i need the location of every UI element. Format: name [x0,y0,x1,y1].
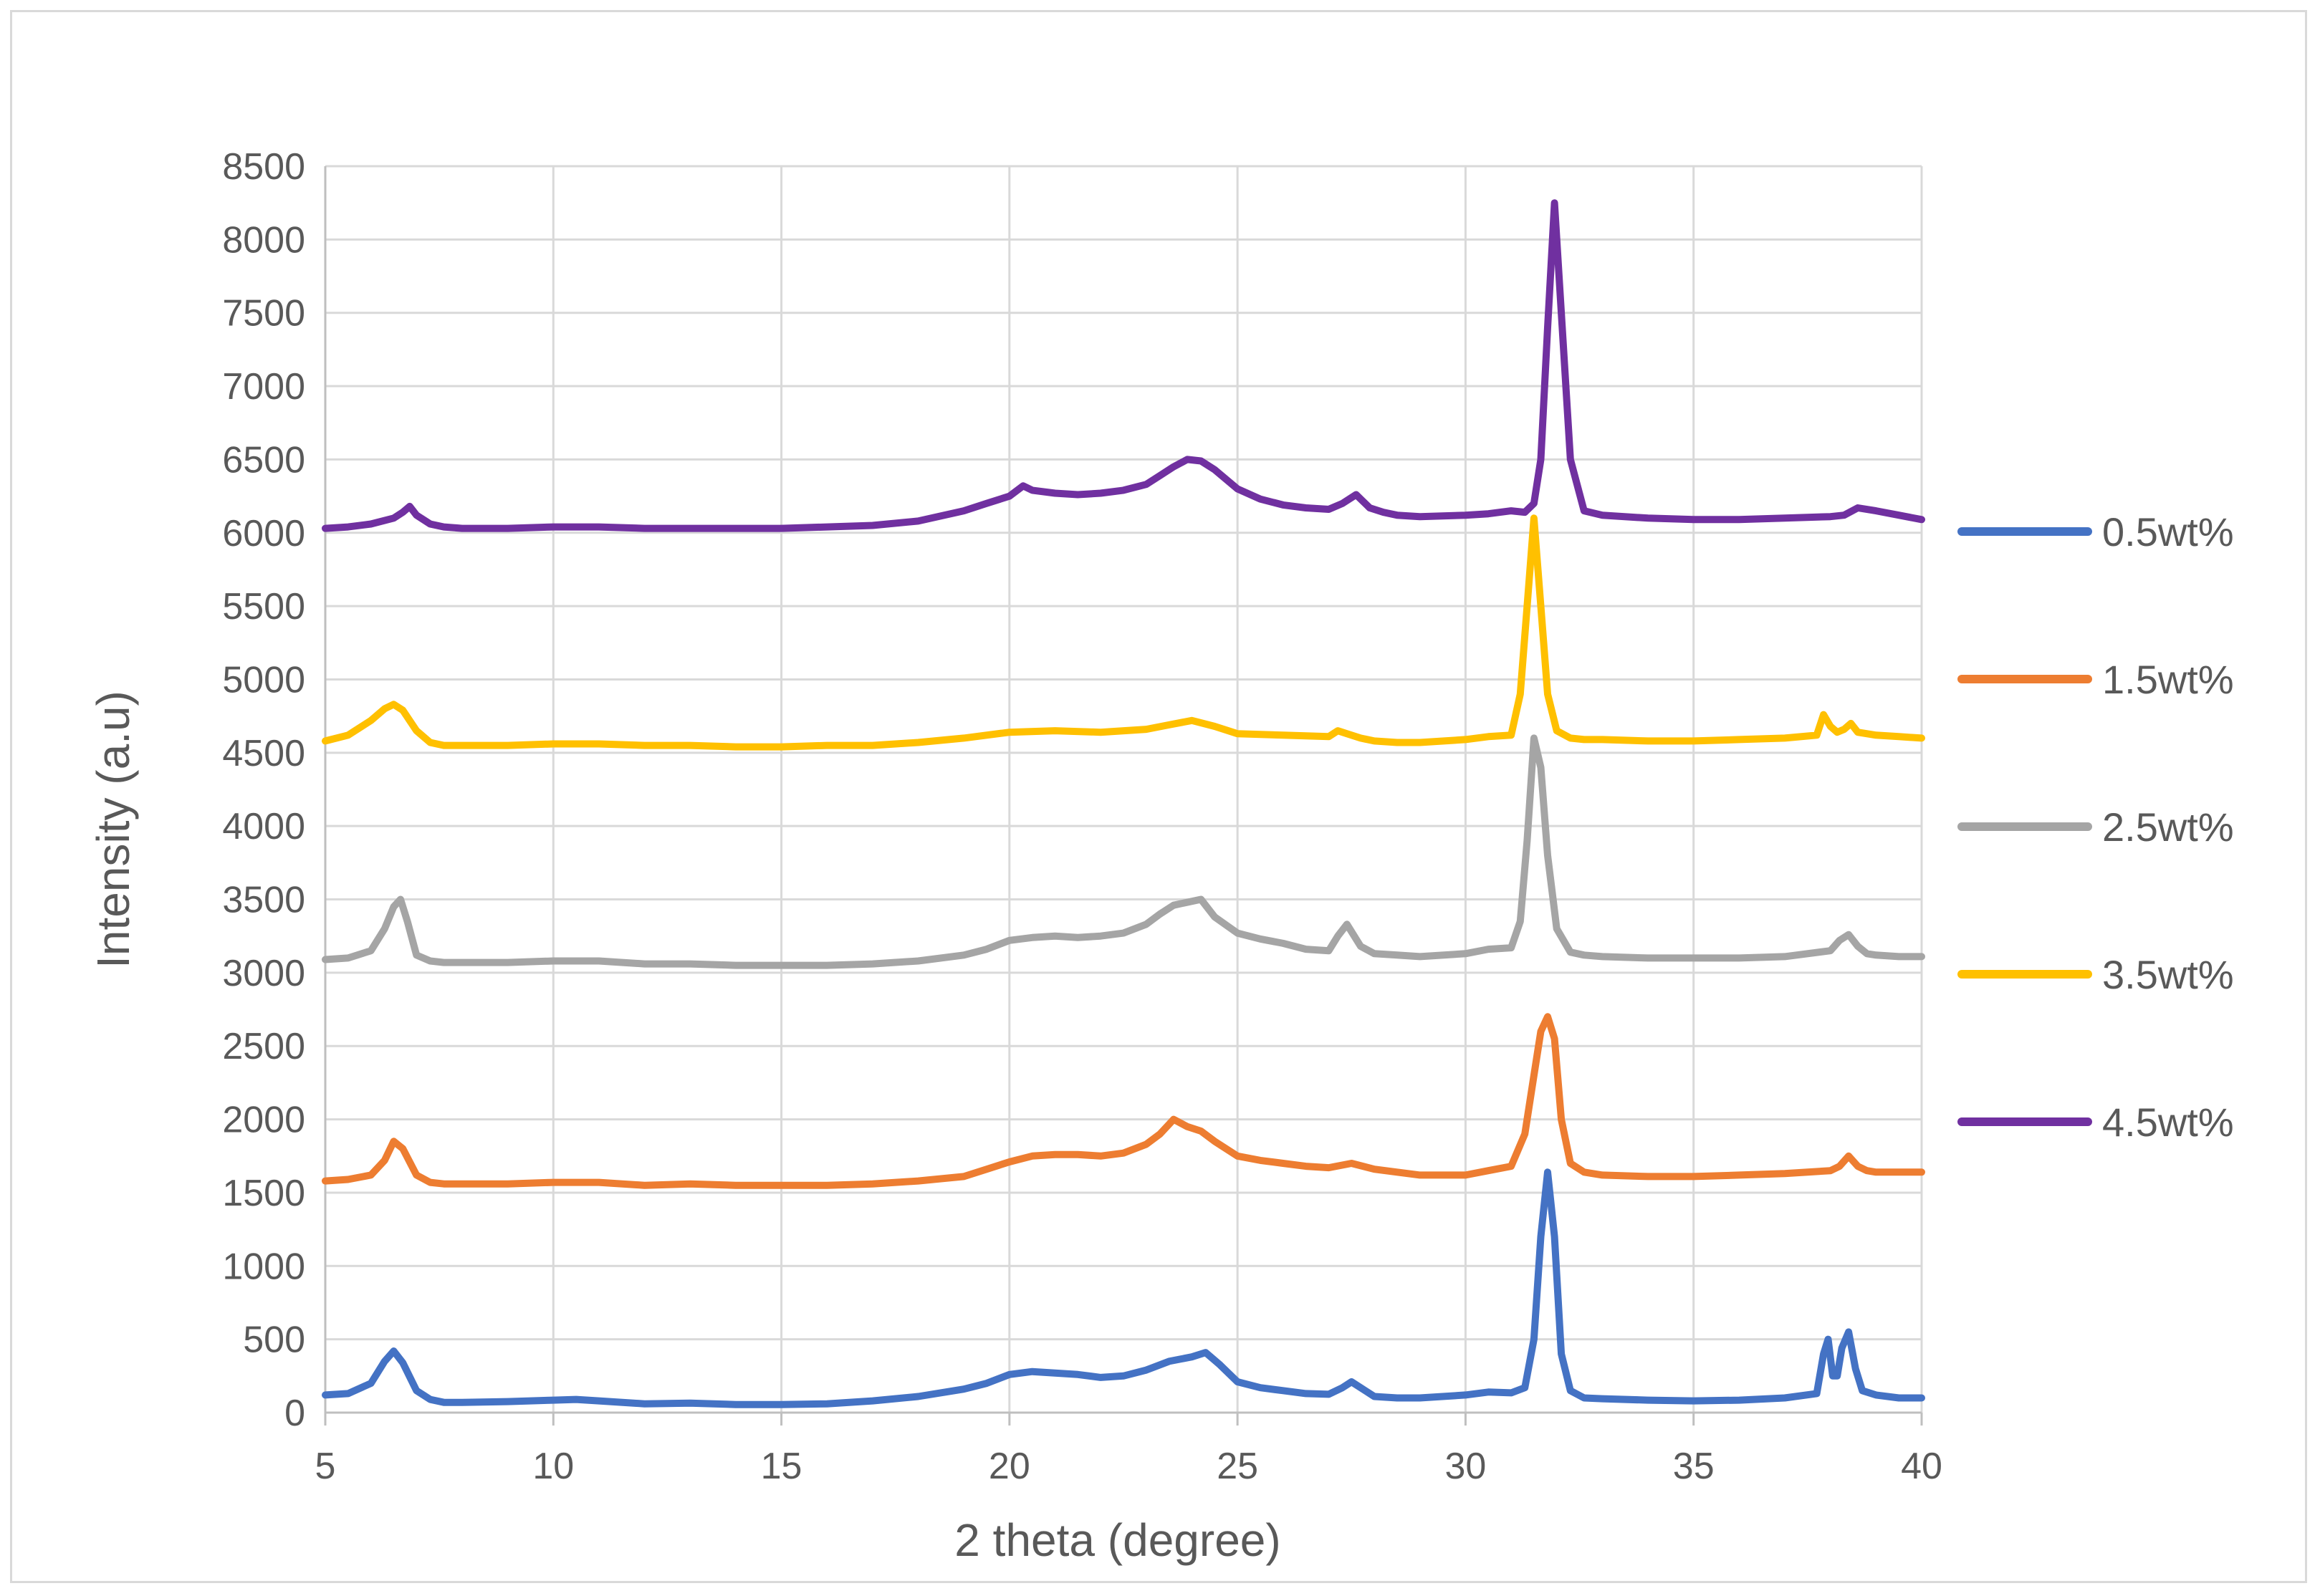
chart-frame [10,10,2307,1583]
series-line-3-5wt- [322,514,1925,751]
series-line-2-5wt- [322,734,1925,969]
y-tick-label: 5000 [222,659,305,701]
x-tick-label: 5 [315,1446,336,1487]
legend-label-1-5wt-: 1.5wt% [2102,657,2234,702]
series-line-0-5wt- [322,1168,1925,1408]
legend: 0.5wt% 1.5wt% 2.5wt% 3.5wt% 4.5wt% [1957,509,2234,1145]
axes: 0 500 1000 1500 2000 2500 3000 3500 4000 4500 5000… [222,146,1942,1487]
legend-label-3-5wt-: 3.5wt% [2102,952,2234,997]
legend-label-4-5wt-: 4.5wt% [2102,1100,2234,1145]
x-tick-label: 20 [989,1446,1030,1487]
y-tick-label: 7500 [222,293,305,335]
x-tick-label: 35 [1673,1446,1715,1487]
y-tick-label: 8000 [222,219,305,261]
y-tick-label: 4500 [222,733,305,774]
x-tick-label: 25 [1217,1446,1258,1487]
legend-label-0-5wt-: 0.5wt% [2102,509,2234,554]
y-tick-label: 3500 [222,880,305,921]
y-tick-label: 1000 [222,1246,305,1287]
y-tick-label: 6000 [222,513,305,554]
x-tick-label: 10 [532,1446,574,1487]
series-line-1-5wt- [322,1013,1925,1189]
y-tick-label: 6500 [222,439,305,481]
gridlines [325,165,1923,1413]
x-tick-label: 40 [1901,1446,1942,1487]
y-tick-label: 0 [284,1393,305,1434]
y-tick-label: 2500 [222,1026,305,1067]
y-tick-label: 3000 [222,953,305,994]
series-lines [322,199,1925,1408]
y-tick-label: 1500 [222,1173,305,1214]
y-tick-label: 8500 [222,146,305,188]
x-axis-title: 2 theta (degree) [954,1514,1280,1566]
y-tick-label: 7000 [222,366,305,408]
y-axis-title: Intensity (a.u) [87,691,139,968]
legend-label-2-5wt-: 2.5wt% [2102,804,2234,850]
y-tick-label: 5500 [222,586,305,628]
y-tick-label: 500 [243,1319,305,1361]
y-tick-label: 4000 [222,806,305,847]
x-tick-label: 15 [761,1446,802,1487]
x-tick-label: 30 [1445,1446,1487,1487]
y-tick-label: 2000 [222,1100,305,1141]
series-line-4-5wt- [322,199,1925,532]
